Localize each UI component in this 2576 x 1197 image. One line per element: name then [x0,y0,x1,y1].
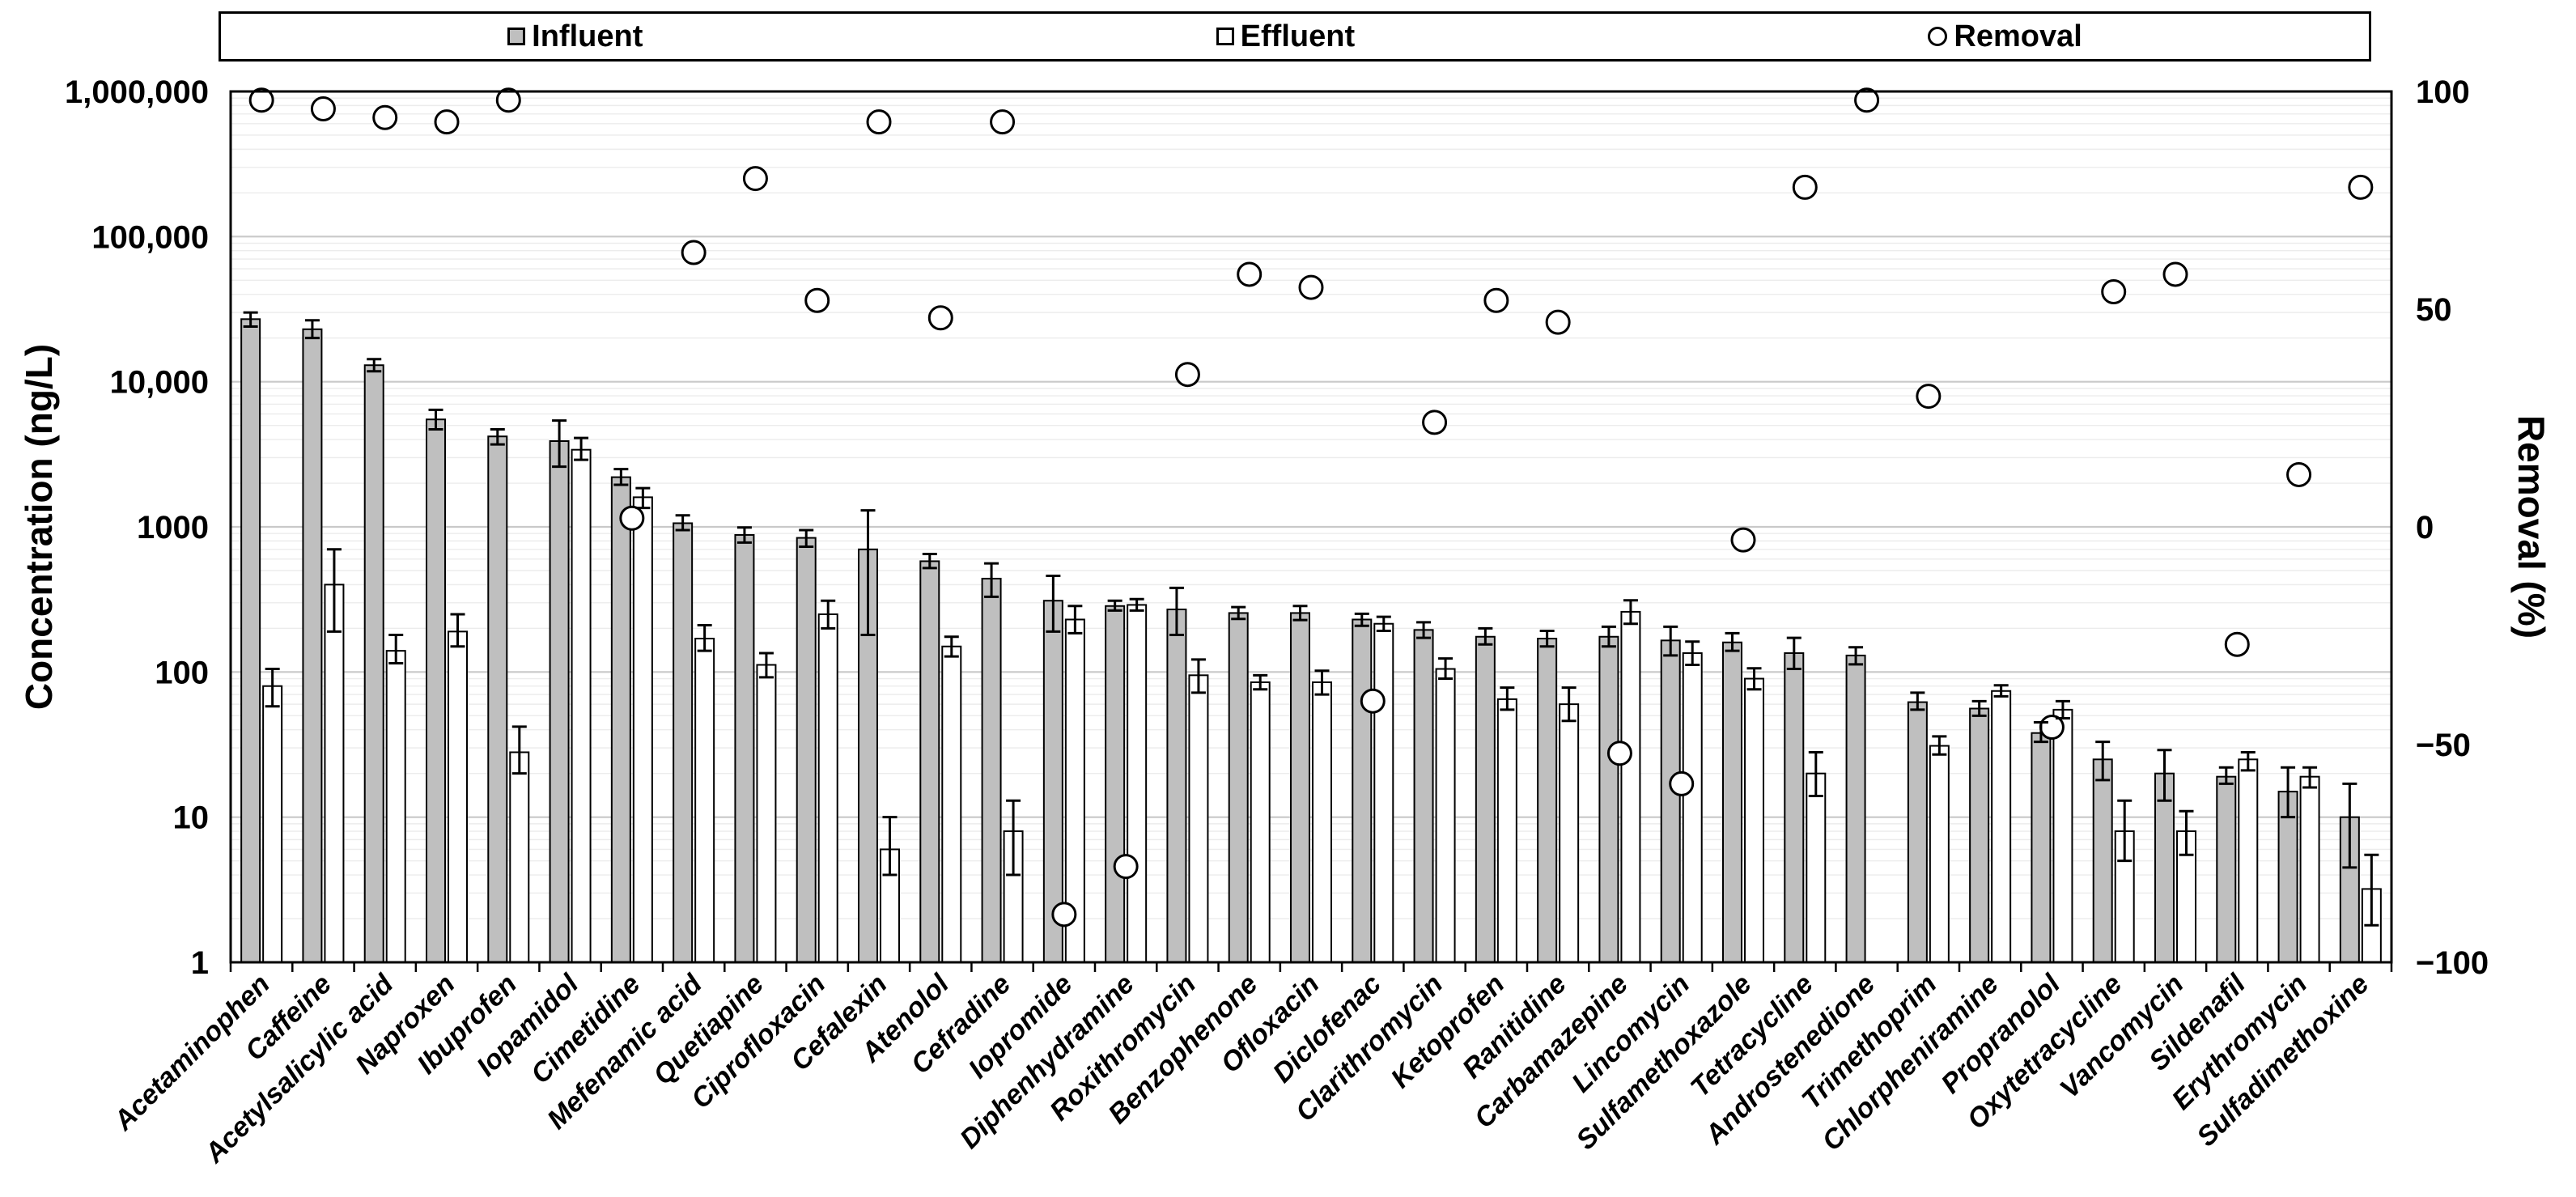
y2-axis-tick-label: −100 [2416,945,2489,981]
legend-item-influent: Influent [507,19,643,54]
legend-item-effluent: Effluent [1216,19,1355,54]
legend-item-removal: Removal [1928,19,2082,54]
y2-axis-tick-label: 100 [2416,74,2470,110]
y2-axis-tick-label: −50 [2416,728,2471,763]
legend-label-influent: Influent [532,19,643,53]
legend-label-removal: Removal [1954,19,2082,53]
removal-open-circle-icon [1928,27,1948,46]
y2-axis-tick-label: 50 [2416,292,2452,328]
y-axis-tick-label: 1,000,000 [65,74,209,110]
y-axis-tick-label: 1000 [137,510,209,545]
y-axis-tick-label: 1 [191,945,209,981]
y-axis-tick-label: 10 [173,800,210,836]
y-axis-tick-label: 100 [155,655,209,690]
legend-label-effluent: Effluent [1240,19,1356,53]
y-axis-tick-label: 10,000 [110,365,209,401]
y-axis-tick-label: 100,000 [91,219,209,255]
influent-filled-square-icon [507,28,526,45]
chart-legend: Influent Effluent Removal [219,11,2371,62]
y2-axis-tick-label: 0 [2416,510,2434,545]
effluent-open-square-icon [1216,28,1234,45]
